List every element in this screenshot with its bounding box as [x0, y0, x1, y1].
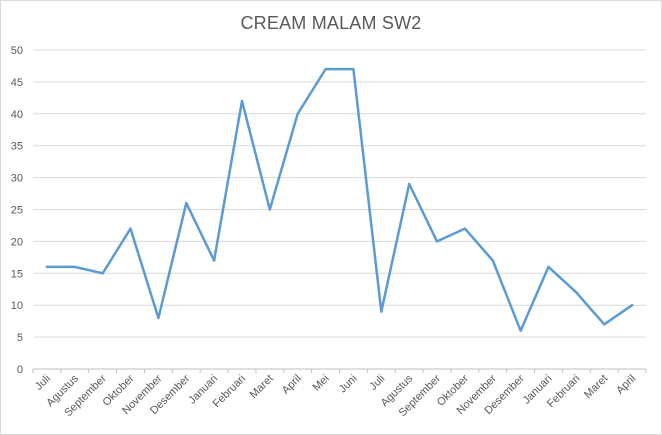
data-point [435, 240, 439, 243]
gridlines [33, 49, 646, 370]
chart-title: CREAM MALAM SW2 [240, 13, 422, 33]
data-point [352, 67, 355, 71]
data-point [212, 259, 216, 262]
x-tick-label: Juli [33, 373, 53, 393]
x-tick-label: April [614, 373, 638, 397]
data-point [240, 99, 244, 103]
x-tick-label: April [280, 373, 304, 397]
data-point [296, 112, 299, 116]
data-point [268, 208, 272, 211]
x-tick-label: Mei [311, 373, 332, 394]
y-tick-label: 40 [11, 109, 23, 121]
data-point [129, 227, 132, 230]
data-point [603, 323, 606, 326]
data-point [73, 265, 76, 269]
series-layer [45, 67, 634, 332]
y-tick-label: 5 [17, 332, 23, 344]
y-tick-label: 45 [11, 77, 23, 89]
data-point [101, 272, 104, 275]
y-tick-label: 15 [11, 268, 23, 280]
data-point [463, 227, 467, 230]
x-tick-label: Maret [248, 373, 276, 401]
data-point [491, 259, 494, 262]
series-line-0 [45, 67, 634, 332]
data-point [157, 316, 160, 320]
y-axis-ticks: 0 5 10 15 20 25 30 35 40 45 50 [11, 45, 23, 376]
y-tick-label: 30 [11, 173, 23, 185]
data-point [324, 67, 327, 71]
data-point [185, 201, 188, 205]
data-point [380, 310, 383, 313]
y-tick-label: 20 [11, 236, 23, 248]
data-point [519, 329, 522, 332]
data-point [45, 265, 49, 269]
data-point [547, 265, 550, 269]
x-tick-label: Juni [337, 373, 360, 396]
data-point [630, 304, 634, 307]
x-tick-label: Juli [367, 373, 387, 393]
data-point [575, 291, 578, 294]
y-tick-label: 50 [11, 45, 23, 57]
y-tick-label: 25 [11, 205, 23, 217]
data-point [407, 182, 411, 186]
y-tick-label: 10 [11, 300, 23, 312]
y-tick-label: 35 [11, 141, 23, 153]
x-axis-ticks: JuliAgustusSeptemberOktoberNovemberDesem… [32, 369, 647, 419]
x-tick-label: Maret [582, 373, 610, 401]
y-tick-label: 0 [17, 364, 23, 376]
